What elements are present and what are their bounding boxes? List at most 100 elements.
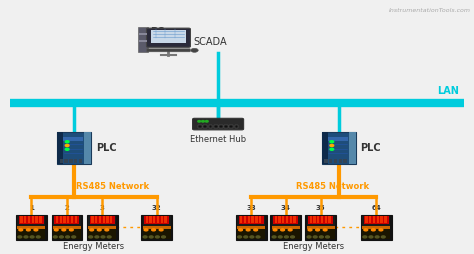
Bar: [286, 216, 288, 223]
Bar: [349, 132, 356, 164]
Bar: [364, 215, 389, 224]
Circle shape: [65, 145, 69, 147]
Bar: [214, 125, 218, 128]
Circle shape: [326, 236, 329, 238]
Bar: [363, 226, 391, 229]
Circle shape: [198, 121, 201, 122]
Bar: [363, 216, 391, 226]
Bar: [153, 216, 155, 223]
Bar: [328, 216, 331, 223]
Text: 64: 64: [372, 205, 381, 211]
Bar: [278, 216, 281, 223]
Circle shape: [30, 236, 34, 238]
Circle shape: [369, 236, 373, 238]
Bar: [240, 216, 242, 223]
Circle shape: [27, 229, 30, 231]
Circle shape: [36, 236, 40, 238]
Bar: [273, 215, 298, 224]
Bar: [164, 216, 167, 223]
Circle shape: [330, 145, 334, 147]
Bar: [157, 216, 159, 223]
Text: 32: 32: [152, 205, 162, 211]
Bar: [238, 215, 264, 224]
Bar: [219, 125, 223, 128]
Circle shape: [375, 236, 379, 238]
Bar: [334, 159, 337, 163]
Bar: [60, 216, 62, 223]
Circle shape: [65, 141, 69, 143]
Circle shape: [65, 148, 69, 150]
Bar: [143, 229, 171, 239]
Bar: [310, 216, 312, 223]
FancyBboxPatch shape: [57, 132, 91, 164]
FancyBboxPatch shape: [146, 28, 191, 47]
Circle shape: [18, 236, 22, 238]
Circle shape: [162, 236, 165, 238]
Bar: [373, 216, 375, 223]
Bar: [282, 216, 284, 223]
Bar: [324, 159, 328, 163]
Bar: [203, 125, 207, 128]
Circle shape: [95, 236, 99, 238]
Circle shape: [364, 229, 368, 231]
Bar: [53, 216, 81, 226]
Bar: [237, 226, 265, 229]
Text: 33: 33: [246, 205, 256, 211]
Bar: [55, 215, 79, 224]
Circle shape: [330, 141, 334, 143]
Circle shape: [316, 229, 319, 231]
Bar: [71, 216, 73, 223]
Bar: [369, 216, 372, 223]
Bar: [143, 216, 171, 226]
Bar: [75, 216, 77, 223]
Bar: [377, 216, 379, 223]
Circle shape: [308, 229, 312, 231]
Circle shape: [205, 121, 208, 122]
Circle shape: [284, 236, 288, 238]
Bar: [102, 216, 105, 223]
Circle shape: [201, 121, 204, 122]
Bar: [272, 216, 300, 226]
Bar: [229, 125, 233, 128]
Bar: [381, 216, 383, 223]
Bar: [338, 159, 342, 163]
Bar: [363, 229, 391, 239]
Circle shape: [278, 236, 282, 238]
Bar: [198, 125, 202, 128]
Text: Energy Meters: Energy Meters: [64, 242, 125, 251]
Bar: [317, 216, 319, 223]
Bar: [63, 137, 83, 141]
Bar: [365, 216, 368, 223]
Bar: [328, 137, 348, 141]
Bar: [106, 216, 109, 223]
Circle shape: [307, 236, 311, 238]
Circle shape: [254, 229, 257, 231]
Bar: [88, 216, 116, 226]
Bar: [18, 216, 46, 226]
Text: 34: 34: [281, 205, 291, 211]
Circle shape: [319, 236, 323, 238]
Bar: [53, 226, 81, 229]
Text: Energy Meters: Energy Meters: [283, 242, 345, 251]
Bar: [99, 216, 101, 223]
Circle shape: [105, 229, 109, 231]
Circle shape: [72, 236, 76, 238]
Bar: [321, 132, 328, 164]
FancyBboxPatch shape: [16, 215, 47, 240]
Bar: [110, 216, 112, 223]
Circle shape: [273, 229, 277, 231]
Circle shape: [272, 236, 276, 238]
Bar: [36, 216, 38, 223]
Bar: [237, 216, 265, 226]
Circle shape: [256, 236, 260, 238]
Text: PC: PC: [151, 27, 165, 37]
Circle shape: [143, 236, 147, 238]
Bar: [161, 216, 163, 223]
Circle shape: [159, 229, 163, 231]
Circle shape: [237, 236, 241, 238]
FancyBboxPatch shape: [138, 27, 148, 52]
Bar: [244, 216, 246, 223]
Bar: [139, 33, 147, 35]
Bar: [20, 216, 23, 223]
Bar: [18, 226, 46, 229]
